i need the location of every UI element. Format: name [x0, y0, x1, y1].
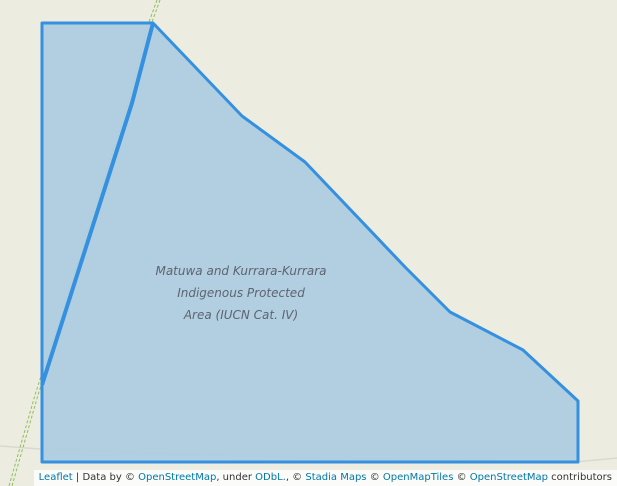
openmaptiles-link[interactable]: OpenMapTiles: [382, 472, 454, 483]
protected-area-boundary: [40, 22, 155, 386]
attribution-copy-1: ©: [366, 472, 383, 483]
area-label: Matuwa and Kurrara-Kurrara Indigenous Pr…: [141, 260, 341, 326]
track-line: [11, 0, 161, 486]
track-line-2: [8, 0, 158, 486]
area-label-line-3: Area (IUCN Cat. IV): [183, 308, 299, 322]
stadia-link[interactable]: Stadia Maps: [305, 472, 367, 483]
area-label-line-1: Matuwa and Kurrara-Kurrara: [155, 264, 327, 278]
odbl-link[interactable]: ODbL.: [255, 472, 286, 483]
area-label-line-2: Indigenous Protected: [177, 286, 305, 300]
attribution-under: , under: [216, 472, 256, 483]
attribution-comma-copy: , ©: [285, 472, 306, 483]
attribution-contributors: contributors: [548, 472, 612, 483]
attribution-bar: Leaflet | Data by © OpenStreetMap, under…: [33, 470, 617, 486]
attribution-separator: | Data by ©: [72, 472, 139, 483]
attribution-copy-2: ©: [453, 472, 470, 483]
openstreetmap-link[interactable]: OpenStreetMap: [138, 472, 217, 483]
leaflet-link[interactable]: Leaflet: [38, 472, 73, 483]
protected-area-polygon[interactable]: [40, 21, 580, 464]
openstreetmap-contributors-link[interactable]: OpenStreetMap: [469, 472, 548, 483]
